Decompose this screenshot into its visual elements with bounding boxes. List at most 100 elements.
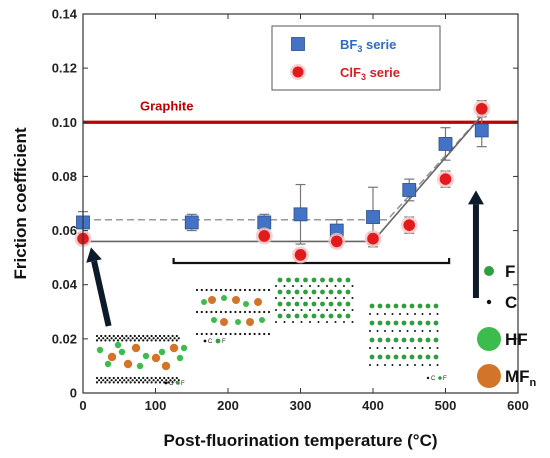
- carbon-atom: [283, 285, 286, 287]
- bf3-data-point: [293, 207, 308, 222]
- fluorine-atom: [328, 277, 334, 283]
- carbon-atom: [150, 334, 153, 338]
- carbon-atom: [399, 364, 401, 366]
- carbon-atom: [142, 376, 145, 380]
- metal-fluoride-species: [161, 361, 171, 371]
- carbon-atom: [376, 313, 379, 315]
- legend-box: [271, 25, 441, 91]
- carbon-atom: [334, 285, 337, 287]
- fluorine-atom: [345, 277, 351, 283]
- fluorine-atom: [303, 313, 308, 319]
- metal-fluoride-species: [246, 318, 254, 326]
- carbon-atom: [399, 330, 401, 332]
- carbon-atom: [195, 288, 199, 292]
- arrow-to-initial-head: [86, 247, 102, 263]
- fluorine-atom: [286, 277, 291, 283]
- carbon-atom: [146, 339, 149, 342]
- carbon-atom: [248, 332, 251, 336]
- carbon-atom: [133, 339, 136, 342]
- x-tick-label: 100: [145, 398, 167, 413]
- carbon-atom: [343, 285, 345, 287]
- carbon-atom: [215, 310, 218, 314]
- carbon-atom: [175, 339, 178, 342]
- graphite-label: Graphite: [140, 98, 193, 113]
- fluorine-atom: [401, 320, 407, 326]
- carbon-atom: [205, 332, 208, 336]
- fluorine-atom: [433, 354, 439, 360]
- carbon-atom: [267, 310, 271, 314]
- y-tick-label: 0.02: [52, 331, 77, 346]
- carbon-atom: [429, 364, 431, 366]
- carbon-atom: [118, 379, 122, 382]
- inset-f-label: F: [181, 381, 185, 387]
- carbon-atom: [144, 337, 147, 340]
- carbon-atom: [334, 321, 337, 323]
- fluorine-atom: [337, 277, 342, 283]
- carbon-atom: [300, 309, 303, 311]
- x-tick-label: 600: [507, 398, 529, 413]
- carbon-atom: [200, 288, 203, 292]
- carbon-atom: [118, 337, 122, 340]
- fluorine-atom: [303, 277, 308, 283]
- carbon-atom: [205, 288, 208, 292]
- fluorine-atom: [345, 313, 351, 319]
- carbon-atom: [229, 288, 232, 292]
- fluorine-atom: [277, 289, 283, 295]
- carbon-atom: [421, 364, 424, 366]
- inset-f-label: F: [222, 339, 226, 345]
- hf-species: [180, 344, 188, 352]
- metal-fluoride-species: [208, 296, 216, 304]
- carbon-atom: [158, 339, 162, 342]
- carbon-atom: [163, 334, 166, 338]
- carbon-atom: [219, 310, 223, 314]
- carbon-atom: [123, 337, 126, 340]
- metal-fluoride-species: [169, 343, 179, 353]
- carbon-atom: [429, 313, 431, 315]
- carbon-atom: [152, 337, 155, 340]
- carbon-atom: [131, 337, 134, 340]
- carbon-atom: [309, 321, 311, 323]
- carbon-atom: [224, 332, 227, 336]
- carbon-atom: [158, 334, 162, 338]
- carbon-atom: [351, 309, 354, 311]
- carbon-atom: [421, 313, 424, 315]
- fluorine-atom: [401, 337, 407, 343]
- fluorine-atom: [286, 289, 291, 295]
- carbon-atom: [167, 334, 170, 338]
- carbon-atom: [343, 297, 345, 299]
- carbon-atom: [391, 313, 394, 315]
- x-tick-label: 500: [435, 398, 457, 413]
- carbon-atom: [148, 337, 151, 340]
- hf-species: [104, 360, 112, 368]
- carbon-atom: [384, 330, 386, 332]
- carbon-atom: [137, 381, 141, 384]
- carbon-atom: [116, 381, 120, 384]
- fluorine-atom: [409, 337, 415, 343]
- carbon-atom: [292, 297, 294, 299]
- fluorine-atom: [345, 289, 351, 295]
- legend-marker-circle: [292, 66, 304, 78]
- carbon-atom: [267, 332, 271, 336]
- carbon-atom: [112, 339, 115, 342]
- carbon-atom: [195, 332, 199, 336]
- carbon-atom: [165, 379, 168, 382]
- fluorine-atom: [277, 301, 283, 307]
- carbon-atom: [258, 288, 261, 292]
- carbon-atom: [239, 310, 242, 314]
- carbon-atom: [414, 364, 416, 366]
- hf-species: [235, 319, 241, 325]
- carbon-atom: [116, 376, 120, 380]
- carbon-atom: [343, 321, 345, 323]
- carbon-atom: [351, 321, 354, 323]
- carbon-atom: [108, 339, 111, 342]
- carbon-atom: [210, 332, 213, 336]
- carbon-atom: [171, 334, 174, 338]
- fluorine-atom: [369, 337, 375, 343]
- carbon-atom: [421, 330, 424, 332]
- y-tick-label: 0.14: [52, 7, 78, 22]
- fluorine-atom: [385, 337, 391, 343]
- carbon-atom: [317, 285, 320, 287]
- hf-species: [176, 354, 184, 362]
- fluorine-atom: [385, 303, 391, 309]
- legend-entry-label: BF3 serie: [340, 37, 396, 54]
